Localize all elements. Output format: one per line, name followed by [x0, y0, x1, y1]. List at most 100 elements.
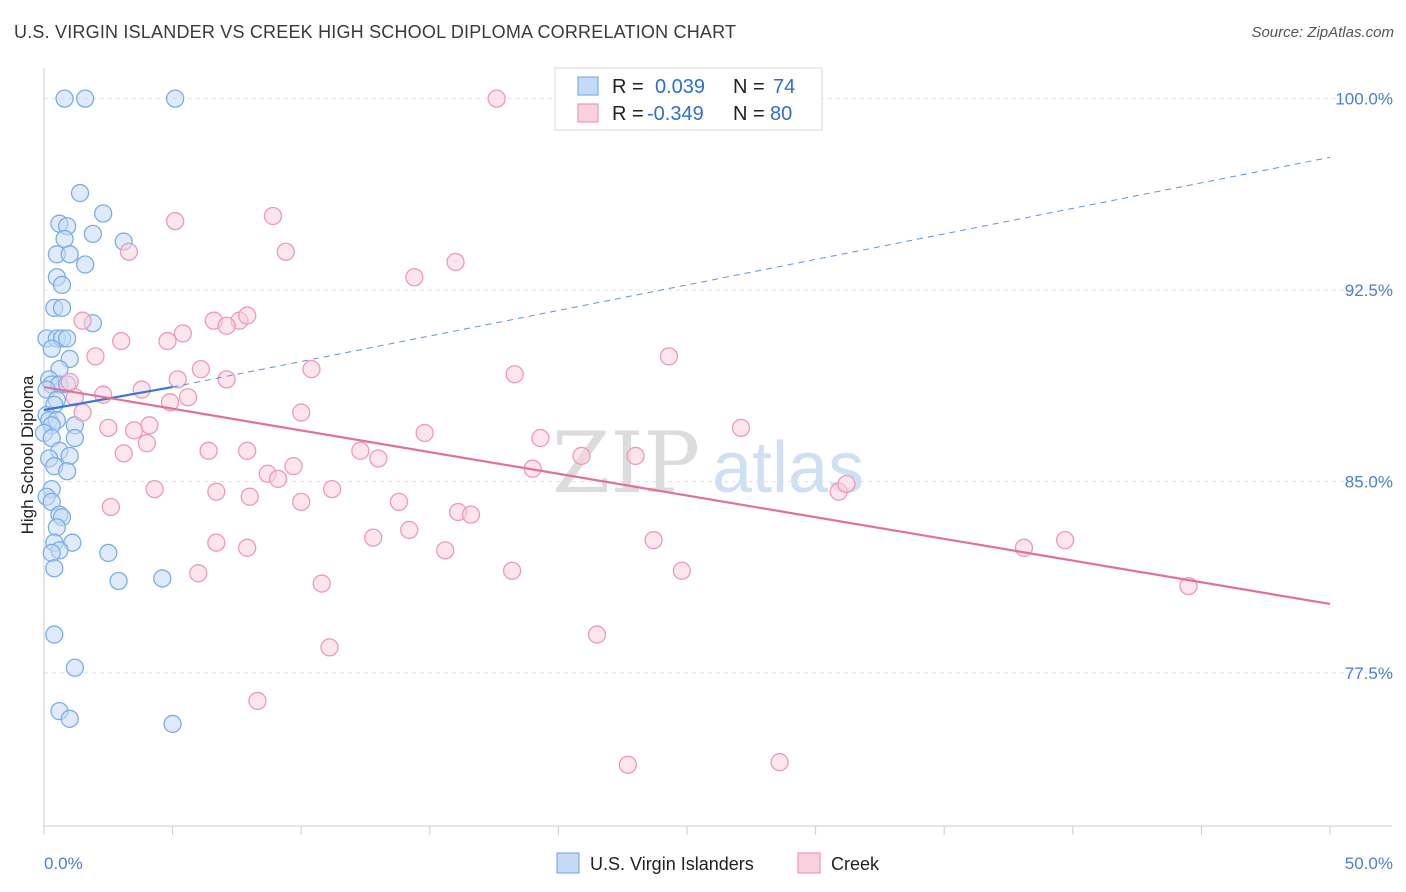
point-creek-34 [415, 423, 434, 443]
point-creek-1 [263, 206, 283, 226]
point-creek-60 [364, 528, 383, 547]
point-creek-73 [320, 638, 339, 657]
point-virgin-islanders-4 [94, 204, 113, 223]
series-creek [60, 89, 1198, 774]
point-creek-61 [644, 531, 663, 550]
y-tick-label-3: 77.5% [1345, 664, 1393, 683]
point-creek-30 [140, 416, 159, 435]
point-creek-58 [461, 505, 481, 524]
point-virgin-islanders-54 [42, 543, 61, 563]
point-virgin-islanders-41 [60, 446, 79, 466]
legend-n-value-1: 74 [773, 76, 795, 98]
legend-r-label-2: R = [612, 103, 644, 125]
watermark: ZIP atlas [552, 414, 864, 512]
point-creek-13 [112, 331, 131, 351]
point-virgin-islanders-11 [60, 245, 79, 264]
point-creek-43 [369, 449, 388, 468]
point-creek-39 [114, 444, 133, 463]
point-virgin-islanders-63 [163, 714, 182, 734]
stats-legend: R = 0.039 N = 74 R = -0.349 N = 80 [554, 67, 823, 131]
point-creek-55 [389, 492, 409, 512]
point-creek-69 [672, 561, 692, 580]
point-creek-33 [731, 418, 751, 438]
point-creek-42 [626, 446, 645, 466]
point-creek-21 [217, 370, 236, 389]
point-virgin-islanders-8 [55, 229, 74, 249]
point-virgin-islanders-12 [76, 255, 95, 274]
point-creek-63 [238, 538, 257, 557]
point-creek-40 [199, 441, 218, 460]
point-virgin-islanders-59 [45, 625, 64, 644]
point-creek-11 [238, 306, 257, 325]
legend-n-label-2: N = [733, 103, 765, 125]
point-creek-12 [173, 324, 193, 343]
axes [43, 68, 1392, 835]
legend-n-label-1: N = [733, 76, 765, 98]
x-tick-label-right: 50.0% [1345, 854, 1393, 873]
stats-legend-box [554, 67, 823, 131]
x-tick-labels: 0.0% 50.0% [44, 854, 1393, 873]
point-creek-53 [240, 487, 259, 506]
point-creek-35 [531, 428, 550, 448]
trend-virgin-islanders-extension [172, 156, 1331, 388]
point-virgin-islanders-2 [166, 89, 185, 108]
point-creek-68 [502, 561, 522, 580]
point-creek-41 [572, 446, 591, 466]
point-creek-66 [1055, 531, 1075, 550]
point-creek-25 [178, 388, 198, 407]
point-creek-2 [166, 211, 185, 231]
legend-r-value-1: 0.039 [655, 76, 705, 98]
watermark-zip: ZIP [552, 414, 700, 512]
point-creek-54 [292, 492, 311, 512]
stats-legend-swatch-pink [577, 103, 599, 123]
point-creek-76 [770, 753, 789, 772]
point-creek-4 [276, 242, 295, 261]
point-creek-36 [137, 434, 157, 453]
point-creek-6 [405, 268, 424, 287]
point-virgin-islanders-58 [153, 569, 172, 588]
point-creek-59 [400, 520, 419, 540]
point-creek-15 [86, 347, 105, 366]
point-creek-0 [487, 89, 506, 108]
legend-swatch-creek [797, 852, 821, 874]
point-virgin-islanders-50 [47, 518, 67, 537]
y-tick-labels: 100.0% 92.5% 85.0% 77.5% [1335, 90, 1393, 683]
chart-title: U.S. VIRGIN ISLANDER VS CREEK HIGH SCHOO… [14, 22, 737, 42]
trend-lines [43, 156, 1331, 606]
series-legend: U.S. Virgin Islanders Creek [556, 852, 880, 874]
x-tick-label-left: 0.0% [44, 854, 83, 873]
point-creek-10 [217, 316, 236, 335]
point-virgin-islanders-3 [70, 183, 90, 203]
point-creek-23 [132, 380, 151, 399]
legend-r-label-1: R = [612, 76, 644, 98]
point-creek-14 [158, 331, 177, 351]
trend-creek [43, 385, 1331, 606]
y-tick-label-1: 92.5% [1345, 281, 1393, 300]
point-creek-67 [189, 564, 208, 583]
legend-label-creek: Creek [831, 854, 880, 874]
point-creek-16 [659, 347, 679, 366]
point-creek-18 [302, 360, 321, 379]
point-creek-48 [145, 479, 164, 499]
point-virgin-islanders-7 [83, 224, 103, 244]
point-creek-49 [207, 482, 226, 501]
point-virgin-islanders-55 [99, 543, 118, 563]
point-creek-5 [446, 252, 465, 272]
point-creek-72 [587, 625, 607, 644]
point-creek-28 [73, 403, 92, 422]
stats-legend-swatch-blue [577, 76, 599, 96]
point-creek-19 [505, 365, 524, 384]
point-virgin-islanders-22 [42, 339, 61, 358]
point-creek-70 [312, 574, 331, 593]
series-us-virgin-islanders [34, 89, 185, 734]
point-creek-47 [268, 469, 288, 489]
legend-label-us-virgin-islanders: U.S. Virgin Islanders [590, 854, 754, 874]
point-virgin-islanders-0 [55, 89, 74, 108]
point-creek-75 [618, 755, 637, 774]
y-tick-label-2: 85.0% [1345, 472, 1393, 491]
point-creek-7 [73, 311, 92, 330]
point-creek-62 [207, 533, 226, 552]
point-creek-22 [60, 372, 79, 392]
legend-n-value-2: 80 [770, 103, 792, 125]
